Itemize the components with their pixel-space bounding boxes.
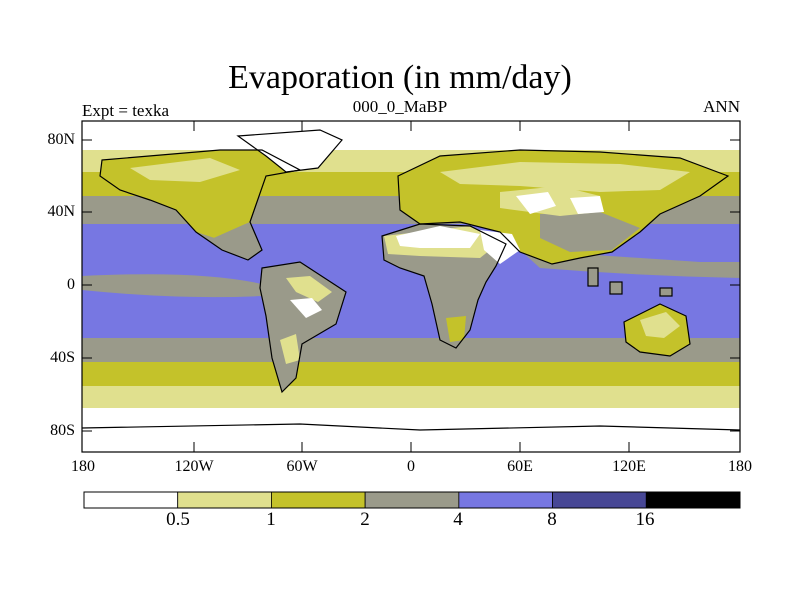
colorbar-label-1: 1: [266, 509, 276, 530]
land-borneo: [610, 282, 622, 294]
land-central-asia-desert: [516, 192, 556, 214]
coast-africa: [381, 223, 507, 349]
lon-tick-180w: 180: [71, 458, 95, 475]
colorbar-swatch-4: [458, 491, 553, 509]
land-greenland: [238, 130, 342, 172]
land-siberia: [440, 162, 690, 192]
colorbar-label-8: 8: [547, 509, 557, 530]
land-gobi: [570, 196, 604, 214]
band-south-1: [82, 386, 740, 410]
season-label: ANN: [703, 97, 740, 116]
experiment-label: Expt = texka: [82, 101, 170, 120]
coast-eurasia: [397, 149, 730, 265]
colorbar-label-2: 2: [360, 509, 370, 530]
land-south-america-north: [286, 276, 332, 302]
coastlines: [82, 129, 740, 431]
coast-sumatra: [587, 267, 599, 287]
coast-antarctica: [82, 423, 740, 431]
coast-greenland: [236, 129, 343, 173]
colorbar-swatch-5: [552, 491, 647, 509]
colorbar-frame: [83, 491, 741, 509]
land-antarctica: [82, 424, 740, 452]
lat-tick-80s: 80S: [50, 422, 75, 439]
land-australia-interior: [640, 312, 680, 338]
coast-borneo: [609, 281, 623, 295]
tick-marks: [82, 121, 740, 452]
lat-tick-80n: 80N: [47, 131, 75, 148]
colorbar-swatch-1: [177, 491, 272, 509]
map-title: Evaporation (in mm/day): [228, 59, 572, 96]
period-label: 000_0_MaBP: [352, 97, 448, 116]
land-patagonia: [280, 334, 300, 364]
coast-australia: [623, 303, 691, 357]
lon-tick-120e: 120E: [612, 458, 646, 475]
lon-tick-120w: 120W: [174, 458, 214, 475]
lon-tick-0: 0: [407, 458, 415, 475]
land-sahara: [396, 226, 480, 248]
coast-north-america: [99, 149, 302, 261]
lat-tick-40s: 40S: [50, 349, 75, 366]
band-south-2: [82, 362, 740, 388]
ocean-tongue-pacific: [82, 274, 262, 298]
lat-tick-0: 0: [67, 276, 75, 293]
land-south-america-dry: [290, 298, 322, 318]
colorbar-swatch-3: [364, 491, 460, 509]
land-sumatra: [588, 268, 598, 286]
colorbar-swatch-0: [83, 491, 179, 509]
land-north-america-north: [130, 158, 240, 182]
colorbar-label-16: 16: [635, 509, 655, 530]
coast-south-america: [259, 261, 347, 394]
colorbar-swatch-2: [271, 491, 366, 509]
colorbar-label-4: 4: [453, 509, 463, 530]
land-southern-africa: [446, 316, 466, 342]
lon-tick-60w: 60W: [286, 458, 318, 475]
lat-tick-40n: 40N: [47, 203, 75, 220]
land-east-asia: [540, 212, 640, 252]
lon-tick-180e: 180: [728, 458, 752, 475]
lon-tick-60e: 60E: [507, 458, 533, 475]
colorbar-label-0-5: 0.5: [166, 509, 190, 530]
colorbar-swatch-6: [645, 491, 741, 509]
land-arabia: [480, 230, 520, 264]
land-central-america: [196, 222, 262, 260]
land-new-guinea: [660, 288, 672, 296]
coast-new-guinea: [659, 287, 673, 297]
